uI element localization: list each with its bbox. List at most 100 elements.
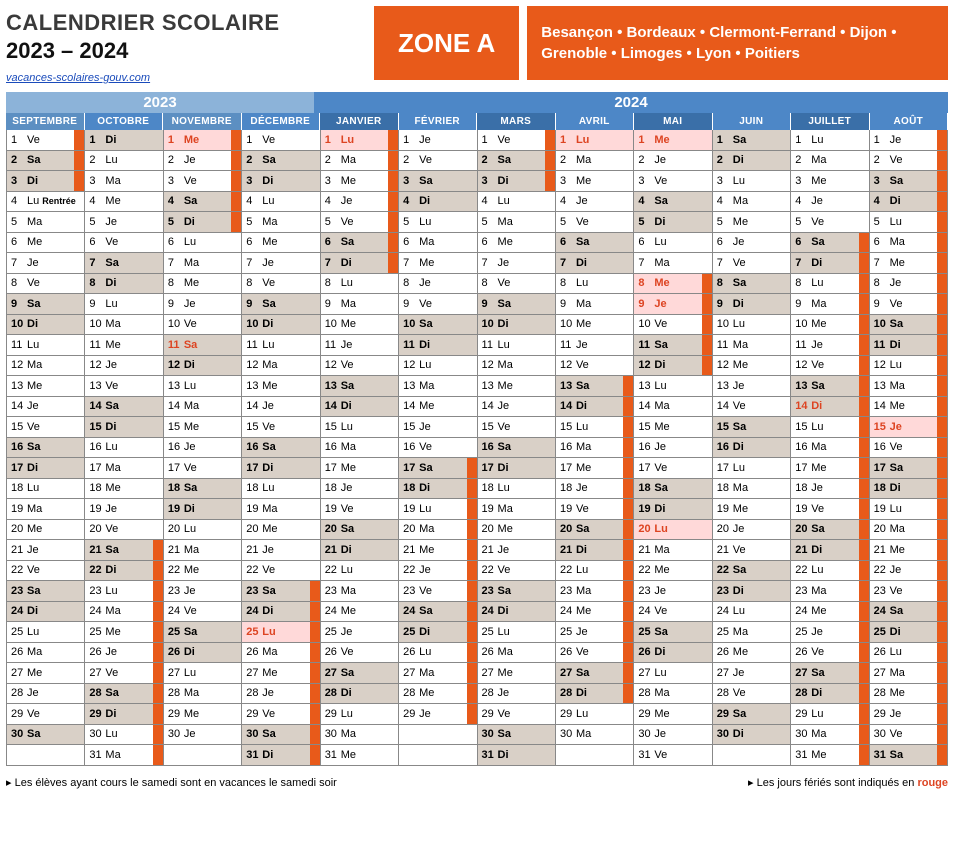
day-cell: 13Me: [478, 376, 555, 397]
day-cell: 24Sa: [399, 602, 476, 623]
vacation-bar: [623, 458, 633, 478]
day-cell: 20Me: [7, 520, 84, 541]
day-cell: 19Lu: [399, 499, 476, 520]
day-cell: 31Sa: [870, 745, 947, 766]
day-cell: 6Je: [713, 233, 790, 254]
vacation-bar: [859, 663, 869, 683]
day-cell: 11Lu: [242, 335, 319, 356]
day-cell: 19Di: [634, 499, 711, 520]
day-cell: 5Lu: [870, 212, 947, 233]
day-cell: 11Ma: [713, 335, 790, 356]
day-cell: 17Me: [791, 458, 868, 479]
day-cell: 13Sa: [791, 376, 868, 397]
month-header: JUILLET: [791, 113, 870, 130]
vacation-bar: [231, 130, 241, 150]
vacation-bar: [859, 745, 869, 765]
vacation-bar: [937, 212, 947, 232]
day-cell: 11Di: [399, 335, 476, 356]
day-cell: 8Sa: [713, 274, 790, 295]
day-cell: 2Ma: [321, 151, 398, 172]
vacation-bar: [937, 520, 947, 540]
day-cell: 21Ve: [713, 540, 790, 561]
day-cell: 16Ve: [870, 438, 947, 459]
day-cell: 22Me: [634, 561, 711, 582]
month-header: FÉVRIER: [399, 113, 478, 130]
day-cell: 17Me: [556, 458, 633, 479]
day-cell: 11Je: [556, 335, 633, 356]
day-cell: 29Je: [870, 704, 947, 725]
day-cell: 2Je: [634, 151, 711, 172]
day-cell: 26Di: [634, 643, 711, 664]
month-header: NOVEMBRE: [163, 113, 242, 130]
vacation-bar: [859, 253, 869, 273]
day-cell: 27Sa: [321, 663, 398, 684]
vacation-bar: [623, 602, 633, 622]
day-cell: 3Sa: [870, 171, 947, 192]
vacation-bar: [545, 130, 555, 150]
day-cell: 29Ve: [7, 704, 84, 725]
day-cell: 30Sa: [242, 725, 319, 746]
day-cell: 9Sa: [7, 294, 84, 315]
vacation-bar: [153, 663, 163, 683]
day-cell: 2Ma: [791, 151, 868, 172]
vacation-bar: [937, 397, 947, 417]
day-cell: 11Lu: [478, 335, 555, 356]
day-cell: 20Lu: [634, 520, 711, 541]
day-cell: 1Lu: [791, 130, 868, 151]
day-cell: 17Ve: [164, 458, 241, 479]
vacation-bar: [937, 356, 947, 376]
day-cell: 18Je: [556, 479, 633, 500]
day-cell: 18Lu: [478, 479, 555, 500]
day-cell: 13Ma: [870, 376, 947, 397]
vacation-bar: [859, 643, 869, 663]
vacation-bar: [467, 684, 477, 704]
month-column: 1Je2Ve3Sa4Di5Lu6Ma7Me8Je9Ve10Sa11Di12Lu1…: [399, 130, 477, 766]
day-cell: 5Ve: [791, 212, 868, 233]
month-header: OCTOBRE: [85, 113, 164, 130]
day-cell: 26Me: [713, 643, 790, 664]
day-cell: 5Di: [634, 212, 711, 233]
day-cell: 10Di: [7, 315, 84, 336]
vacation-bar: [702, 294, 712, 314]
day-cell: 13Lu: [164, 376, 241, 397]
day-cell: 26Ma: [478, 643, 555, 664]
vacation-bar: [937, 540, 947, 560]
vacation-bar: [467, 622, 477, 642]
vacation-bar: [545, 151, 555, 171]
day-cell: 1Sa: [713, 130, 790, 151]
footer-note-left: Les élèves ayant cours le samedi sont en…: [6, 776, 337, 789]
day-cell: 12Ve: [791, 356, 868, 377]
vacation-bar: [153, 684, 163, 704]
source-link[interactable]: vacances-scolaires-gouv.com: [6, 72, 150, 84]
vacation-bar: [937, 171, 947, 191]
day-cell: 13Ve: [85, 376, 162, 397]
day-cell: 18Me: [85, 479, 162, 500]
day-cell: 28Sa: [85, 684, 162, 705]
vacation-bar: [467, 520, 477, 540]
day-cell: 1Ve: [478, 130, 555, 151]
day-cell: 12Ma: [7, 356, 84, 377]
day-cell: 13Je: [713, 376, 790, 397]
day-cell: 21Ma: [164, 540, 241, 561]
day-cell: 12Ma: [478, 356, 555, 377]
vacation-bar: [623, 561, 633, 581]
day-cell: 25Di: [399, 622, 476, 643]
day-cell: 2Sa: [478, 151, 555, 172]
day-cell: 26Ma: [7, 643, 84, 664]
day-cell: 27Ve: [85, 663, 162, 684]
day-cell: 1Me: [634, 130, 711, 151]
day-cell: 16Je: [164, 438, 241, 459]
day-cell: 13Me: [242, 376, 319, 397]
day-cell: 28Je: [478, 684, 555, 705]
day-cell: 26Ve: [556, 643, 633, 664]
day-cell: 15Me: [634, 417, 711, 438]
day-cell: 28Ve: [713, 684, 790, 705]
day-cell: 6Ve: [85, 233, 162, 254]
day-cell: 21Je: [242, 540, 319, 561]
day-cell: [7, 745, 84, 766]
day-cell: 9Lu: [85, 294, 162, 315]
day-cell: 15Lu: [791, 417, 868, 438]
cities-list: Besançon • Bordeaux • Clermont-Ferrand •…: [527, 6, 948, 80]
vacation-bar: [859, 376, 869, 396]
vacation-bar: [623, 520, 633, 540]
